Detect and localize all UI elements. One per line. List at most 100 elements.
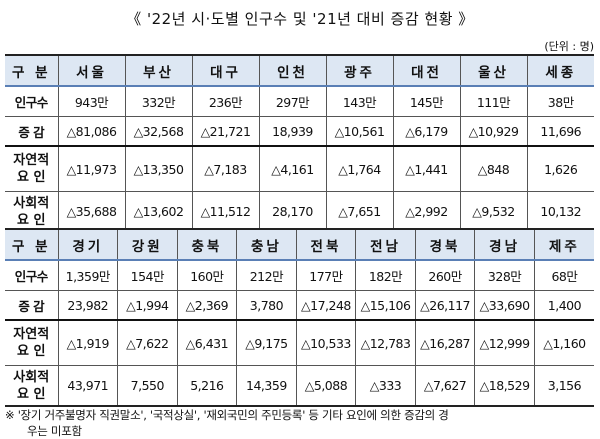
region-header: 경기	[57, 228, 119, 261]
row-label-line: 자연적	[13, 327, 50, 342]
table-cell: 1,359만	[57, 260, 119, 291]
table-cell: 68만	[533, 260, 594, 291]
table-cell: 160만	[176, 260, 238, 291]
table-cell: △5,088	[295, 365, 357, 407]
row-label-line: 요 인	[17, 344, 46, 359]
table-cell: △6,179	[392, 116, 461, 147]
row-label-header: 구 분	[5, 54, 59, 87]
table-cell: 3,156	[533, 365, 594, 407]
row-label-change: 증 감	[5, 290, 59, 321]
table-cell: △7,183	[191, 146, 260, 192]
table-cell: 297만	[258, 86, 327, 117]
table-cell: 145만	[392, 86, 461, 117]
change-row: 증 감 △81,086 △32,568 △21,721 18,939 △10,561 △6,…	[5, 116, 594, 147]
table-cell: △17,248	[295, 290, 357, 321]
row-label-social: 사회적 요 인	[5, 365, 59, 407]
row-label-line: 요 인	[17, 170, 46, 185]
table-cell: 154만	[117, 260, 178, 291]
table-cell: △15,106	[355, 290, 416, 321]
region-header: 전북	[295, 228, 357, 261]
population-table-1: 구 분 서울 부산 대구 인천 광주 대전 울산 세종 인구수 943만 332만 236만 297만 14…	[5, 54, 594, 233]
table-cell: 1,400	[533, 290, 594, 321]
region-header: 부산	[124, 54, 193, 87]
footnote: ※ '장기 거주불명자 직권말소', '국적상실', '재외국민의 주민등록' …	[5, 407, 595, 439]
row-label-natural: 자연적 요 인	[5, 146, 59, 192]
header-row: 구 분 경기 강원 충북 충남 전북 전남 경북 경남 제주	[5, 228, 594, 261]
region-header: 대구	[191, 54, 260, 87]
table-cell: 43,971	[57, 365, 119, 407]
table-cell: △81,086	[57, 116, 126, 147]
table-cell: △7,651	[325, 191, 394, 233]
table-cell: 332만	[124, 86, 193, 117]
table-cell: 111만	[459, 86, 528, 117]
row-label-line: 사회적	[13, 369, 50, 385]
table-cell: △11,973	[57, 146, 126, 192]
table-cell: △1,919	[57, 320, 119, 366]
table-cell: 10,132	[526, 191, 594, 233]
population-row: 인구수 943만 332만 236만 297만 143만 145만 111만 38만	[5, 86, 594, 117]
unit-label: (단위 : 명)	[544, 40, 594, 53]
row-label-population: 인구수	[5, 260, 59, 291]
table-cell: △26,117	[414, 290, 476, 321]
table-cell: △13,350	[124, 146, 193, 192]
page-title: 《 '22년 시·도별 인구수 및 '21년 대비 증감 현황 》	[126, 10, 474, 28]
population-table-2: 구 분 경기 강원 충북 충남 전북 전남 경북 경남 제주 인구수 1,359만 154만 160만 21…	[5, 228, 594, 407]
table-cell: 177만	[295, 260, 357, 291]
table-cell: 18,939	[258, 116, 327, 147]
table-cell: 143만	[325, 86, 394, 117]
table-cell: △2,992	[392, 191, 461, 233]
region-header: 경북	[414, 228, 476, 261]
table-cell: 212만	[236, 260, 297, 291]
table-cell: 328만	[474, 260, 535, 291]
table-cell: 182만	[355, 260, 416, 291]
table-cell: 7,550	[117, 365, 178, 407]
table-cell: △12,999	[474, 320, 535, 366]
table-cell: 23,982	[57, 290, 119, 321]
table-cell: 3,780	[236, 290, 297, 321]
table-cell: 1,626	[526, 146, 594, 192]
table-cell: △1,994	[117, 290, 178, 321]
table-cell: △1,764	[325, 146, 394, 192]
table-cell: △1,160	[533, 320, 594, 366]
row-label-change: 증 감	[5, 116, 59, 147]
region-header: 충남	[236, 228, 297, 261]
region-header: 세종	[526, 54, 594, 87]
population-row: 인구수 1,359만 154만 160만 212만 177만 182만 260만 328만 68만	[5, 260, 594, 291]
table-cell: △4,161	[258, 146, 327, 192]
table-cell: △11,512	[191, 191, 260, 233]
table-cell: 943만	[57, 86, 126, 117]
table-cell: △7,627	[414, 365, 476, 407]
table-cell: △33,690	[474, 290, 535, 321]
row-label-line: 사회적	[13, 195, 50, 211]
table-cell: △9,532	[459, 191, 528, 233]
natural-row: 자연적 요 인 △1,919 △7,622 △6,431 △9,175 △10,533 △12…	[5, 320, 594, 366]
table-cell: △18,529	[474, 365, 535, 407]
table-cell: △6,431	[176, 320, 238, 366]
table-cell: △848	[459, 146, 528, 192]
footnote-line: ※ '장기 거주불명자 직권말소', '국적상실', '재외국민의 주민등록' …	[5, 408, 449, 422]
region-header: 충북	[176, 228, 238, 261]
table-cell: △32,568	[124, 116, 193, 147]
region-header: 서울	[57, 54, 126, 87]
change-row: 증 감 23,982 △1,994 △2,369 3,780 △17,248 △15,106…	[5, 290, 594, 321]
table-cell: △13,602	[124, 191, 193, 233]
table-cell: △7,622	[117, 320, 178, 366]
row-label-line: 요 인	[17, 212, 46, 228]
region-header: 경남	[474, 228, 535, 261]
table-cell: 14,359	[236, 365, 297, 407]
table-cell: △35,688	[57, 191, 126, 233]
table-cell: 5,216	[176, 365, 238, 407]
region-header: 광주	[325, 54, 394, 87]
natural-row: 자연적 요 인 △11,973 △13,350 △7,183 △4,161 △1,764 △1…	[5, 146, 594, 192]
table-cell: △9,175	[236, 320, 297, 366]
table-cell: △12,783	[355, 320, 416, 366]
header-row: 구 분 서울 부산 대구 인천 광주 대전 울산 세종	[5, 54, 594, 87]
table-cell: △10,929	[459, 116, 528, 147]
region-header: 대전	[392, 54, 461, 87]
row-label-line: 요 인	[17, 386, 46, 402]
table-cell: 38만	[526, 86, 594, 117]
region-header: 제주	[533, 228, 594, 261]
region-header: 울산	[459, 54, 528, 87]
row-label-header: 구 분	[5, 228, 59, 261]
table-cell: △21,721	[191, 116, 260, 147]
